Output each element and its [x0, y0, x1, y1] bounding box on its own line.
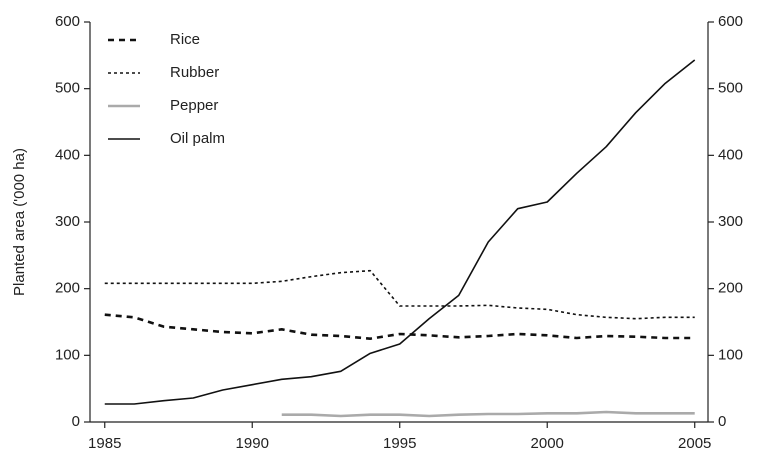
x-tick-label: 2005 [678, 435, 711, 452]
y-tick-label: 200 [55, 280, 80, 297]
legend-label: Rice [170, 31, 200, 48]
x-tick-label: 2000 [531, 435, 564, 452]
y2-tick-label: 600 [718, 13, 743, 30]
y2-tick-label: 100 [718, 346, 743, 363]
y2-tick-label: 0 [718, 413, 726, 430]
y-tick-label: 100 [55, 346, 80, 363]
y-tick-label: 300 [55, 213, 80, 230]
series-line [281, 410, 695, 418]
series-line [104, 269, 695, 320]
legend-label: Oil palm [170, 130, 225, 147]
y2-tick-label: 400 [718, 146, 743, 163]
legend-label: Rubber [170, 64, 219, 81]
x-tick-label: 1990 [236, 435, 269, 452]
y-tick-label: 0 [72, 413, 80, 430]
series-line [104, 313, 695, 340]
x-tick-label: 1995 [383, 435, 416, 452]
series-line [104, 59, 696, 405]
y-tick-label: 600 [55, 13, 80, 30]
y-tick-label: 500 [55, 80, 80, 97]
y2-tick-label: 200 [718, 280, 743, 297]
x-tick-label: 1985 [88, 435, 121, 452]
y2-tick-label: 300 [718, 213, 743, 230]
y-axis-label: Planted area ('000 ha) [11, 148, 28, 296]
y-tick-label: 400 [55, 146, 80, 163]
y2-tick-label: 500 [718, 80, 743, 97]
legend-label: Pepper [170, 97, 218, 114]
